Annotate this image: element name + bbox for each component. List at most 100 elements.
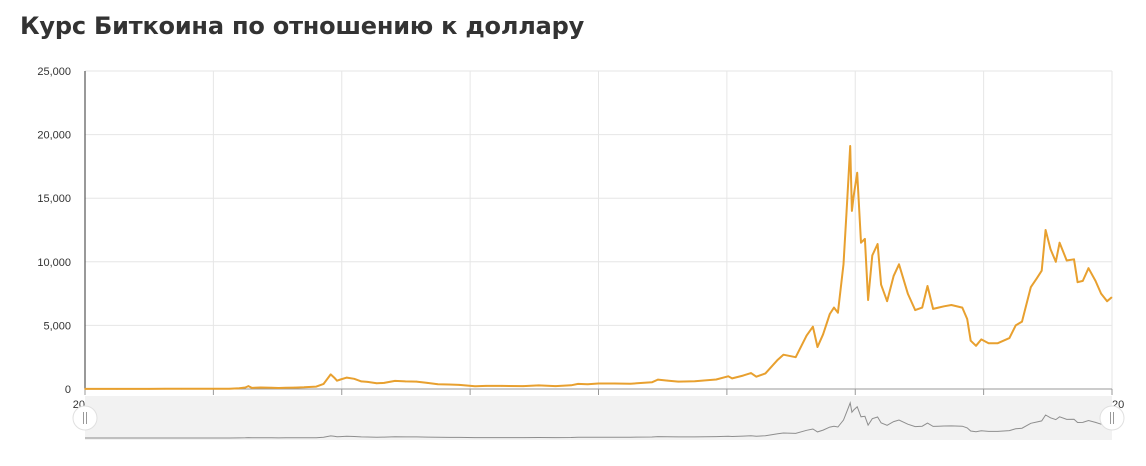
data-point bbox=[966, 318, 968, 320]
data-point bbox=[1049, 248, 1052, 250]
data-point bbox=[1058, 241, 1061, 244]
data-point bbox=[1055, 261, 1057, 263]
data-point bbox=[961, 306, 964, 309]
plot-area bbox=[84, 145, 1113, 390]
data-point bbox=[375, 382, 378, 385]
data-point bbox=[485, 385, 487, 387]
y-tick-label: 0 bbox=[65, 384, 71, 396]
data-point bbox=[426, 382, 429, 384]
data-point bbox=[926, 285, 929, 287]
data-point bbox=[1087, 267, 1090, 270]
data-point bbox=[921, 306, 923, 309]
data-point bbox=[742, 374, 744, 377]
data-point bbox=[950, 304, 953, 306]
navigator-background bbox=[85, 396, 1112, 440]
data-point bbox=[448, 383, 450, 386]
data-point bbox=[228, 387, 231, 390]
data-point bbox=[1073, 258, 1075, 261]
data-point bbox=[333, 376, 336, 379]
data-point bbox=[339, 378, 342, 381]
y-tick-label: 15,000 bbox=[37, 193, 71, 205]
handle-knob[interactable] bbox=[72, 405, 98, 431]
data-point bbox=[244, 386, 247, 389]
data-point bbox=[1100, 292, 1102, 295]
data-point bbox=[755, 375, 758, 378]
data-point bbox=[727, 375, 729, 378]
data-point bbox=[522, 385, 525, 387]
data-point bbox=[677, 380, 680, 383]
data-point bbox=[880, 283, 882, 286]
data-point bbox=[303, 386, 305, 389]
navigator-left-handle[interactable] bbox=[72, 405, 98, 431]
data-point bbox=[860, 241, 862, 244]
data-point bbox=[782, 353, 785, 356]
y-tick-label: 5,000 bbox=[43, 320, 71, 332]
data-point bbox=[856, 172, 858, 174]
data-point bbox=[259, 386, 262, 389]
data-point bbox=[871, 254, 874, 257]
data-point bbox=[852, 194, 855, 197]
data-point bbox=[943, 305, 945, 308]
data-point bbox=[1106, 300, 1108, 303]
data-point bbox=[148, 388, 150, 390]
data-point bbox=[247, 385, 250, 387]
data-point bbox=[277, 387, 280, 389]
data-point bbox=[837, 311, 839, 314]
y-tick-label: 20,000 bbox=[37, 130, 71, 142]
data-point bbox=[845, 210, 848, 212]
data-point bbox=[969, 339, 972, 342]
data-point bbox=[437, 383, 439, 386]
y-tick-label: 10,000 bbox=[37, 257, 71, 269]
data-point bbox=[180, 388, 183, 390]
data-point bbox=[980, 338, 983, 341]
data-point bbox=[284, 387, 287, 389]
data-point bbox=[822, 333, 824, 336]
data-point bbox=[164, 388, 166, 390]
data-point bbox=[577, 383, 579, 385]
data-point bbox=[907, 292, 909, 295]
data-point bbox=[554, 385, 557, 387]
data-point bbox=[847, 178, 850, 180]
data-point bbox=[794, 356, 797, 359]
data-point bbox=[1065, 259, 1068, 262]
data-point bbox=[629, 382, 632, 385]
y-tick-label: 25,000 bbox=[37, 66, 71, 78]
data-point bbox=[892, 275, 895, 277]
data-point bbox=[715, 378, 717, 381]
navigator-line bbox=[85, 401, 1112, 439]
data-point bbox=[816, 346, 819, 348]
handle-knob[interactable] bbox=[1099, 405, 1125, 431]
data-point bbox=[329, 373, 332, 376]
data-point bbox=[212, 388, 215, 390]
navigator[interactable] bbox=[72, 396, 1125, 440]
data-point bbox=[415, 380, 418, 383]
data-point bbox=[501, 385, 503, 387]
data-point bbox=[651, 381, 653, 384]
data-point bbox=[270, 386, 273, 389]
data-point bbox=[842, 263, 845, 266]
data-point bbox=[1082, 280, 1084, 282]
data-point bbox=[829, 313, 831, 315]
data-point bbox=[597, 382, 600, 385]
data-point bbox=[876, 243, 879, 245]
data-point bbox=[812, 325, 814, 328]
data-point bbox=[251, 387, 253, 389]
grid bbox=[84, 70, 1113, 390]
data-point bbox=[777, 358, 779, 361]
data-point bbox=[1044, 229, 1047, 231]
data-point bbox=[805, 334, 808, 337]
data-point bbox=[613, 382, 616, 385]
data-point bbox=[315, 385, 318, 388]
data-point bbox=[987, 342, 990, 345]
chart-title: Курс Биткоина по отношению к доллару bbox=[20, 12, 585, 40]
data-point bbox=[1110, 296, 1113, 299]
data-point bbox=[867, 299, 869, 301]
data-point bbox=[666, 379, 669, 382]
y-axis: 0 5,000 10,000 15,000 20,000 25,000 bbox=[37, 66, 86, 396]
data-point bbox=[294, 386, 296, 389]
data-point bbox=[657, 378, 659, 381]
data-point bbox=[537, 384, 540, 387]
data-point bbox=[1021, 320, 1023, 323]
navigator-right-handle[interactable] bbox=[1099, 405, 1125, 431]
